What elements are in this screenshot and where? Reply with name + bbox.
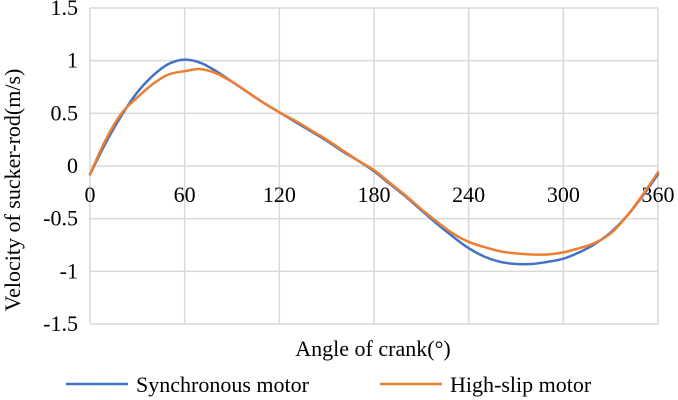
y-tick-label: 0.5 xyxy=(51,100,79,125)
legend-label-synchronous: Synchronous motor xyxy=(136,372,310,397)
series-lines xyxy=(88,58,660,266)
x-axis-title: Angle of crank(°) xyxy=(295,336,450,361)
x-tick-label: 120 xyxy=(263,182,296,207)
legend-label-high-slip: High-slip motor xyxy=(450,372,592,397)
y-tick-label: 1 xyxy=(67,48,78,73)
legend: Synchronous motor High-slip motor xyxy=(66,372,592,397)
y-tick-labels: 1.5 1 0.5 0 -0.5 -1 -1.5 xyxy=(43,0,78,336)
series-line-high-slip-motor xyxy=(88,67,660,256)
y-tick-label: -1 xyxy=(60,258,78,283)
y-tick-label: 1.5 xyxy=(51,0,79,20)
y-axis-title: Velocity of sucker-rod(m/s) xyxy=(0,69,25,312)
y-tick-label: -1.5 xyxy=(43,311,78,336)
grid xyxy=(89,7,659,325)
x-tick-label: 60 xyxy=(174,182,196,207)
x-tick-labels: 0 60 120 180 240 300 360 xyxy=(85,182,675,207)
y-tick-label: -0.5 xyxy=(43,206,78,231)
x-tick-label: 360 xyxy=(642,182,675,207)
y-tick-label: 0 xyxy=(67,153,78,178)
x-tick-label: 300 xyxy=(547,182,580,207)
x-tick-label: 0 xyxy=(85,182,96,207)
x-tick-label: 240 xyxy=(452,182,485,207)
x-tick-label: 180 xyxy=(358,182,391,207)
